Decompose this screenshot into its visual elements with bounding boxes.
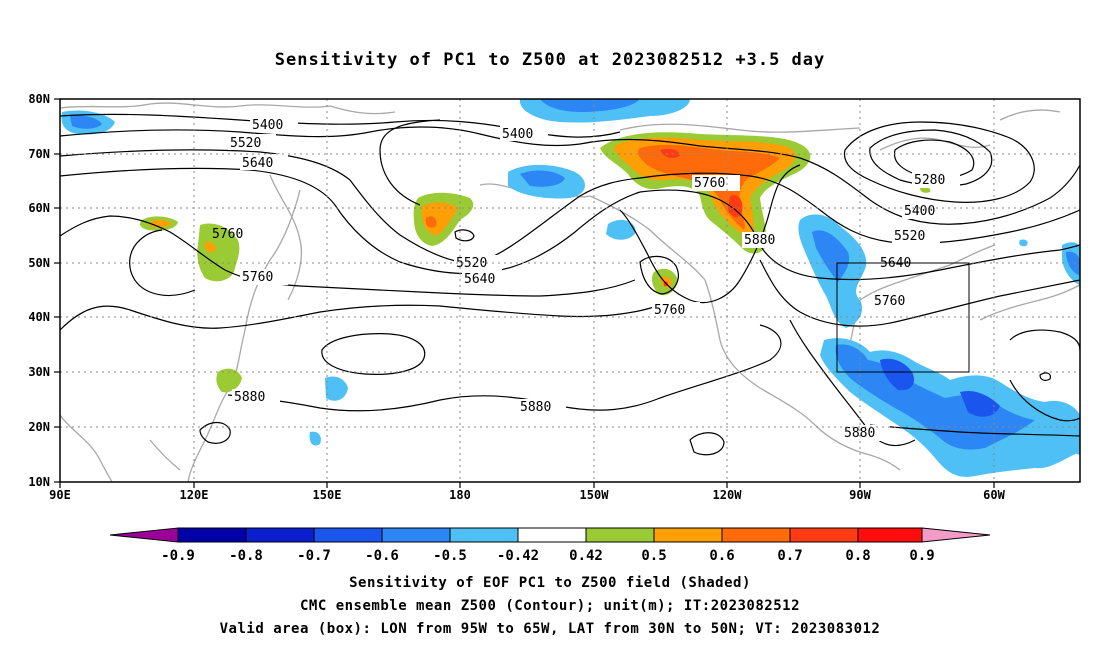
lon-label-150e: 150E <box>313 488 342 502</box>
caption-valid-area: Valid area (box): LON from 95W to 65W, L… <box>219 621 881 637</box>
contour-label: 5640 <box>242 156 273 171</box>
lon-label-180: 180 <box>449 488 471 502</box>
lon-label-90w: 90W <box>849 488 871 502</box>
colorbar-label: -0.5 <box>433 548 467 564</box>
contour-label: 5280 <box>914 173 945 188</box>
gridlines <box>60 99 1080 482</box>
valid-area-box <box>836 262 970 373</box>
lon-label-120e: 120E <box>180 488 209 502</box>
axis-ticks <box>54 98 995 488</box>
lat-label-30n: 30N <box>28 365 50 379</box>
colorbar-label: 0.5 <box>641 548 666 564</box>
colorbar-label: 0.7 <box>777 548 802 564</box>
contour-label: 5760 <box>212 227 243 242</box>
lat-label-10n: 10N <box>28 475 50 489</box>
contour-label: 5520 <box>456 256 487 271</box>
contour-label: 5760 <box>654 303 685 318</box>
colorbar-label: -0.42 <box>497 548 539 564</box>
contour-labels: 5400 5520 5640 5400 5760 5760 5760 5520 … <box>212 116 960 441</box>
lat-label-40n: 40N <box>28 310 50 324</box>
contour-label: 5760 <box>874 294 905 309</box>
contour-label: 5880 <box>744 233 775 248</box>
lat-label-60n: 60N <box>28 201 50 215</box>
contour-label: 5880 <box>234 390 265 405</box>
contour-label: 5400 <box>502 127 533 142</box>
contour-label: 5400 <box>904 204 935 219</box>
colorbar-segment <box>653 527 723 543</box>
lat-label-70n: 70N <box>28 147 50 161</box>
colorbar-label: 0.42 <box>569 548 603 564</box>
colorbar-segment <box>313 527 383 543</box>
colorbar-segment <box>449 527 519 543</box>
colorbar-segment <box>245 527 315 543</box>
contour-label: 5880 <box>844 426 875 441</box>
lat-label-50n: 50N <box>28 256 50 270</box>
colorbar-label: 0.8 <box>845 548 870 564</box>
sensitivity-shading <box>61 99 1080 477</box>
colorbar-right-arrow <box>921 527 991 543</box>
lon-label-90e: 90E <box>49 488 71 502</box>
contour-label: 5640 <box>464 272 495 287</box>
colorbar-label: 0.6 <box>709 548 734 564</box>
contour-label: 5520 <box>230 136 261 151</box>
colorbar-segment <box>585 527 655 543</box>
colorbar-segment <box>517 527 587 543</box>
caption-contour: CMC ensemble mean Z500 (Contour); unit(m… <box>299 598 800 614</box>
colorbar-label: -0.6 <box>365 548 399 564</box>
contour-label: 5880 <box>520 400 551 415</box>
caption-shading: Sensitivity of EOF PC1 to Z500 field (Sh… <box>349 575 751 591</box>
lon-label-60w: 60W <box>983 488 1005 502</box>
longitude-labels: 90E 120E 150E 180 150W 120W 90W 60W <box>49 488 1005 502</box>
contour-label: 5760 <box>242 270 273 285</box>
contour-label: 5400 <box>252 118 283 133</box>
colorbar-label: -0.9 <box>161 548 195 564</box>
colorbar-label: -0.7 <box>297 548 331 564</box>
lat-label-20n: 20N <box>28 420 50 434</box>
contour-label: 5760 <box>694 176 725 191</box>
colorbar-segment <box>857 527 923 543</box>
lon-label-150w: 150W <box>580 488 610 502</box>
colorbar-left-arrow <box>109 527 179 543</box>
contour-label: 5520 <box>894 229 925 244</box>
colorbar-segment <box>789 527 859 543</box>
colorbar-segment <box>721 527 791 543</box>
map-frame <box>59 98 1081 483</box>
map-title: Sensitivity of PC1 to Z500 at 2023082512… <box>274 50 826 70</box>
latitude-labels: 80N 70N 60N 50N 40N 30N 20N 10N <box>28 92 50 489</box>
lon-label-120w: 120W <box>713 488 743 502</box>
colorbar-segment <box>381 527 451 543</box>
colorbar: -0.9 -0.8 -0.7 -0.6 -0.5 -0.42 0.42 0.5 … <box>109 527 991 564</box>
colorbar-segment <box>177 527 247 543</box>
colorbar-label: -0.8 <box>229 548 263 564</box>
colorbar-label: 0.9 <box>909 548 934 564</box>
lat-label-80n: 80N <box>28 92 50 106</box>
